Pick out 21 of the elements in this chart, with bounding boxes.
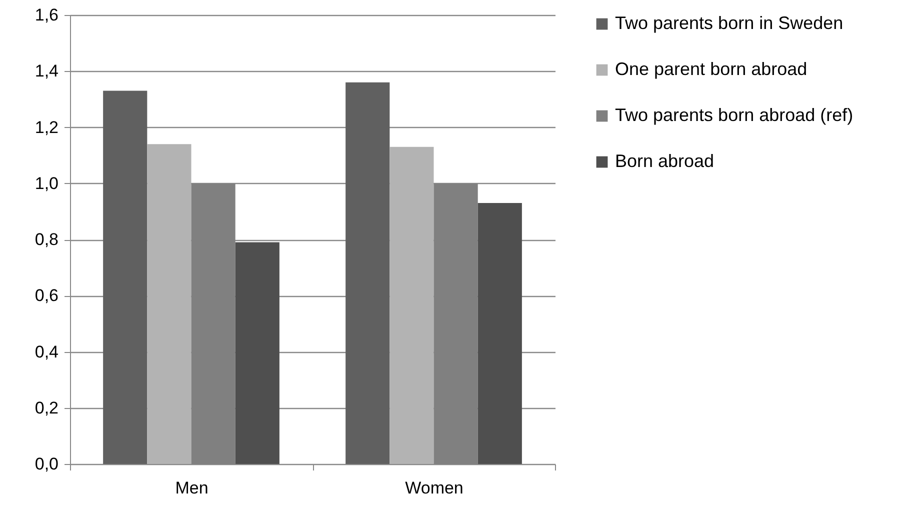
bar (147, 144, 192, 464)
legend-label: Born abroad (615, 151, 714, 171)
bar (103, 90, 148, 464)
x-tick-label: Men (175, 478, 208, 498)
y-tick-label: 0,8 (34, 230, 58, 249)
legend-label: Two parents born in Sweden (615, 13, 844, 33)
bar (235, 242, 280, 464)
bar (346, 82, 390, 464)
y-tick-label: 0,4 (34, 342, 58, 362)
y-tick-label: 1,2 (34, 118, 58, 137)
y-tick-label: 0,2 (34, 398, 58, 418)
bar (390, 146, 434, 464)
legend-label: One parent born abroad (615, 59, 808, 79)
x-tick-label: Women (405, 478, 464, 498)
legend-label: Two parents born abroad (ref) (615, 105, 854, 125)
y-tick-label: 1,0 (34, 174, 58, 193)
y-tick-label: 1,4 (34, 62, 58, 81)
bar (478, 203, 522, 464)
y-tick-label: 1,6 (34, 6, 58, 24)
y-tick-label: 0,0 (34, 454, 58, 474)
y-tick-label: 0,6 (34, 286, 58, 306)
